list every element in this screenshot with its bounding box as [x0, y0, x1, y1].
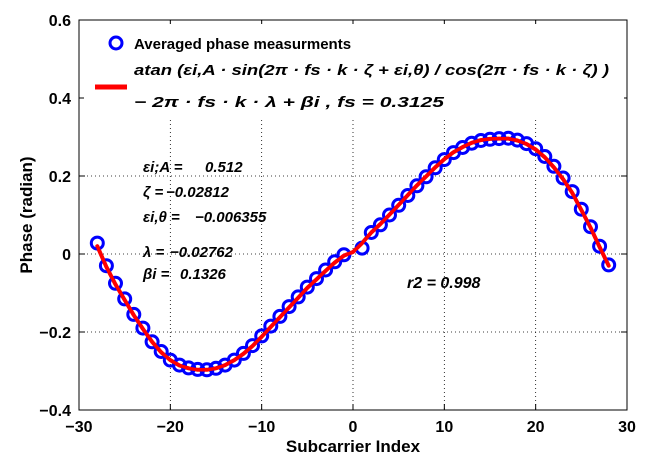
data-point — [172, 357, 187, 373]
y-tick-label: 0.2 — [49, 169, 71, 186]
data-point — [592, 238, 608, 254]
data-point — [135, 320, 151, 336]
data-point — [144, 334, 160, 350]
data-point — [126, 306, 142, 322]
data-point — [464, 135, 480, 151]
data-point — [528, 141, 544, 157]
param-eps-theta-value: −0.006355 — [195, 209, 267, 226]
data-point — [409, 178, 425, 194]
data-point — [436, 152, 452, 168]
param-lambda-label: λ = — [142, 244, 165, 261]
param-beta-value: 0.1326 — [180, 266, 227, 283]
data-point — [382, 207, 397, 223]
data-point — [108, 275, 123, 291]
param-eps-a-value: 0.512 — [205, 159, 243, 176]
legend-marker-circle — [108, 35, 124, 51]
y-tick-labels: −0.4 −0.2 0 0.2 0.4 0.6 — [39, 13, 71, 420]
x-tick-label: −10 — [248, 419, 275, 436]
legend-entry-scatter: Averaged phase measurments — [134, 36, 351, 53]
data-point — [427, 160, 443, 176]
param-lambda-value: −0.02762 — [170, 244, 234, 261]
data-point — [555, 170, 571, 186]
data-point — [272, 308, 288, 324]
data-point — [281, 299, 297, 315]
data-point — [372, 217, 388, 233]
x-tick-label: 30 — [618, 419, 636, 436]
data-point — [601, 257, 617, 273]
data-point — [564, 184, 580, 200]
data-point — [290, 289, 306, 305]
data-point — [153, 344, 169, 359]
fit-curve-line-overlay — [95, 136, 611, 372]
y-tick-label: −0.4 — [39, 403, 71, 420]
data-point — [400, 188, 416, 203]
r-squared-annotation: r2 = 0.998 — [407, 275, 481, 292]
data-point — [263, 318, 279, 334]
data-point — [245, 338, 260, 354]
param-zeta-label: ζ = — [143, 184, 164, 201]
data-point — [418, 169, 434, 185]
data-point — [546, 158, 562, 174]
x-tick-label: 10 — [435, 419, 453, 436]
data-point — [309, 271, 324, 287]
y-tick-label: 0.4 — [49, 91, 71, 108]
data-point — [299, 279, 315, 295]
x-tick-label: 20 — [527, 419, 545, 436]
data-point — [117, 291, 133, 307]
y-tick-label: −0.2 — [39, 325, 71, 342]
y-axis-label: Phase (radian) — [17, 156, 36, 273]
data-point — [573, 201, 589, 217]
data-point — [235, 345, 251, 361]
legend-background — [84, 24, 624, 118]
legend-entry-fit-line1: atan (εi,A · sin(2π · fs · k · ζ + εi,θ)… — [134, 62, 609, 79]
x-tick-label: 0 — [349, 419, 358, 436]
legend: Averaged phase measurments atan (εi,A · … — [84, 24, 624, 118]
y-tick-label: 0.6 — [49, 13, 71, 30]
x-tick-label: −30 — [65, 419, 92, 436]
axis-ticks — [78, 19, 628, 411]
param-zeta-value: −0.02812 — [166, 184, 230, 201]
data-point — [391, 197, 407, 213]
data-point — [537, 149, 553, 164]
x-tick-label: −20 — [157, 419, 184, 436]
fit-parameters: εi;A = 0.512 ζ = −0.02812 εi,θ = −0.0063… — [142, 159, 267, 283]
data-point — [583, 219, 598, 235]
series-layer — [89, 130, 617, 378]
y-tick-label: 0 — [62, 247, 71, 264]
param-eps-theta-label: εi,θ = — [143, 209, 180, 226]
data-point — [98, 258, 114, 274]
data-point — [327, 254, 343, 270]
data-point — [318, 262, 334, 278]
data-point — [254, 328, 270, 344]
x-tick-labels: −30 −20 −10 0 10 20 30 — [65, 419, 636, 436]
data-point — [363, 225, 379, 240]
param-eps-a-label: εi;A = — [143, 159, 183, 176]
param-beta-label: βi = — [142, 266, 170, 283]
legend-entry-fit-line2: − 2π · fs · k · λ + βi , fs = 0.3125 — [134, 94, 445, 111]
x-axis-label: Subcarrier Index — [286, 437, 421, 456]
